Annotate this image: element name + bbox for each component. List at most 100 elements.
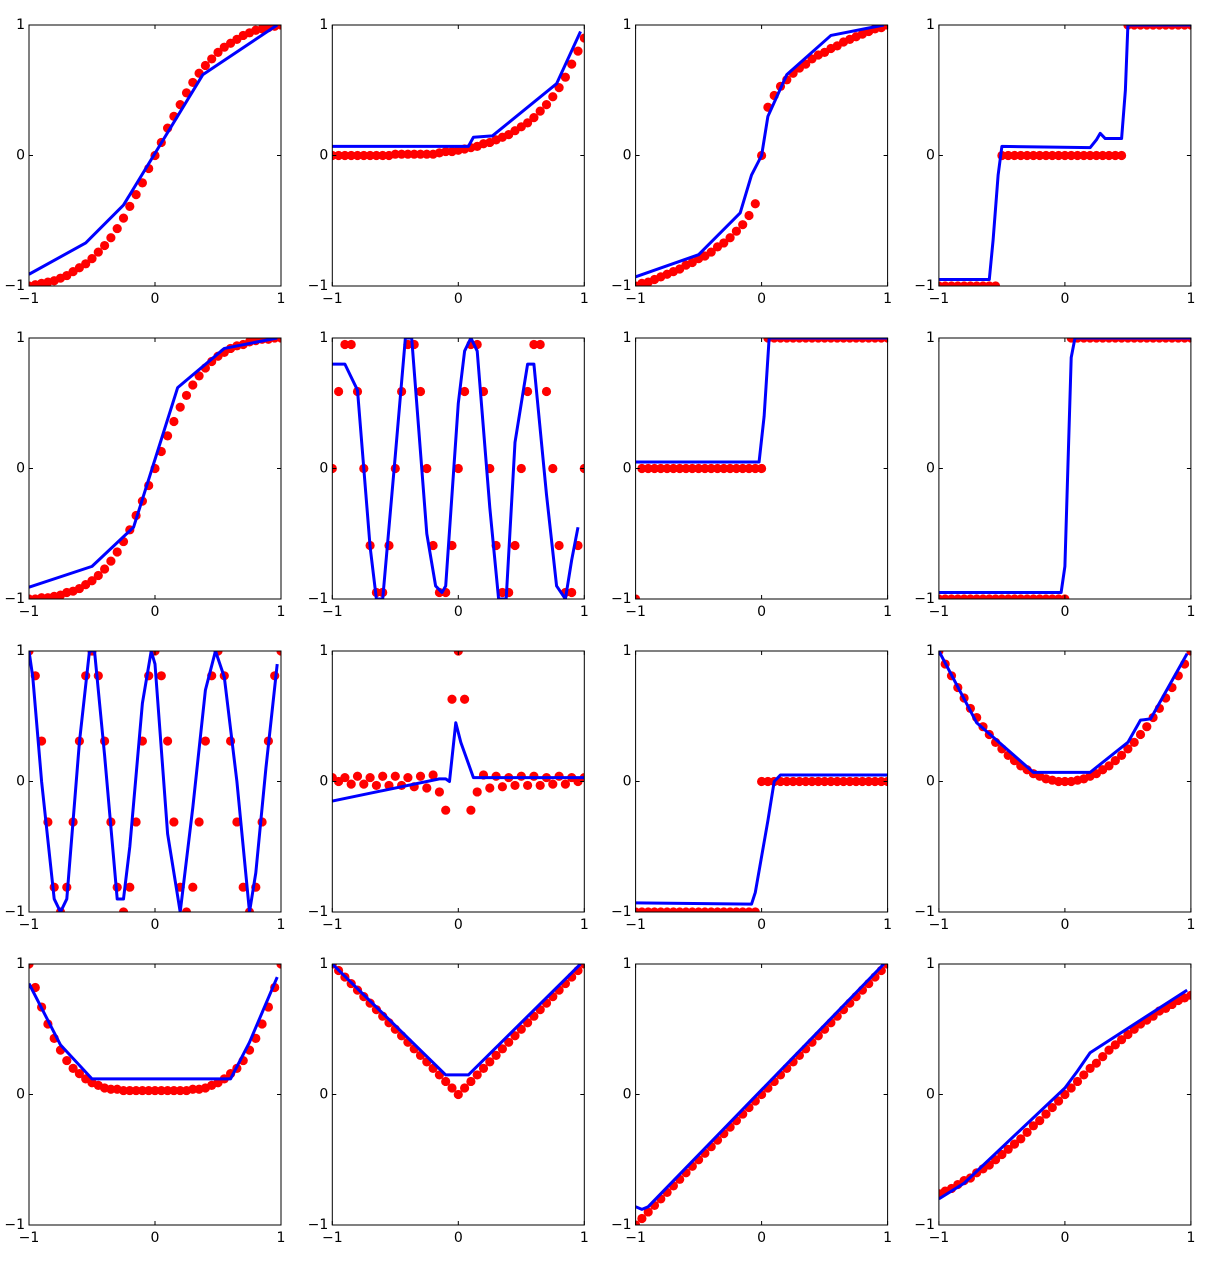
panel: −1 0 1 −1 0 1 (611, 956, 892, 1246)
scatter-point (883, 25, 888, 30)
scatter-point (371, 150, 381, 161)
x-tick-label: −1 (19, 604, 40, 620)
y-tick-label: 0 (319, 461, 328, 477)
y-tick-label: −1 (611, 904, 632, 920)
x-tick-label: 1 (1186, 1230, 1195, 1246)
y-tick-label: 0 (16, 774, 25, 790)
y-tick-label: −1 (4, 1217, 25, 1233)
panel: −1 0 1 −1 0 1 (914, 643, 1195, 933)
x-tick-label: 0 (757, 291, 766, 307)
scatter-point (181, 390, 192, 401)
scatter-point (744, 210, 754, 221)
scatter-point (725, 463, 735, 474)
scatter-point (523, 386, 533, 397)
line (332, 721, 585, 803)
scatter-point (991, 281, 1001, 286)
x-tick-label: 0 (151, 1230, 160, 1246)
scatter-point (100, 240, 110, 251)
scatter-point (1085, 150, 1095, 161)
scatter-point (188, 1084, 198, 1094)
scatter-point (744, 463, 754, 474)
scatter-point (340, 772, 350, 783)
y-tick-label: −1 (914, 591, 935, 607)
y-tick-label: 1 (623, 643, 632, 659)
scatter-point (181, 907, 192, 912)
scatter-point (706, 463, 716, 474)
scatter-point (637, 463, 647, 474)
y-tick-label: 1 (16, 330, 25, 346)
panel: −1 0 1 −1 0 1 (308, 330, 589, 620)
scatter-point (1035, 1116, 1045, 1126)
scatter-point (478, 1063, 489, 1073)
y-tick-label: −1 (308, 591, 329, 607)
scatter-point (340, 339, 350, 350)
scatter-point (864, 776, 874, 787)
plot-area (635, 25, 888, 286)
scatter-point (485, 783, 495, 793)
x-tick-label: −1 (929, 291, 950, 307)
y-tick-label: −1 (308, 278, 329, 294)
scatter-point (371, 780, 381, 791)
scatter-point (175, 1085, 185, 1096)
scatter-point (757, 463, 767, 474)
panel: −1 0 1 −1 0 1 (4, 330, 285, 620)
scatter-point (491, 1050, 501, 1060)
scatter-point (1041, 1109, 1051, 1119)
scatter-point (106, 233, 116, 243)
y-tick-label: −1 (308, 1217, 329, 1233)
scatter-point (365, 772, 375, 783)
scatter-point (1104, 150, 1114, 161)
scatter-point (1054, 150, 1064, 161)
x-tick-label: 1 (883, 917, 892, 933)
scatter-point (573, 46, 583, 56)
scatter-point (106, 1084, 116, 1094)
scatter-point (725, 233, 735, 243)
x-tick-label: 0 (1060, 291, 1069, 307)
x-tick-label: 1 (277, 604, 286, 620)
x-tick-label: −1 (322, 291, 343, 307)
plot-area (332, 30, 585, 161)
y-tick-label: −1 (4, 904, 25, 920)
scatter-point (567, 587, 577, 598)
y-tick-label: 0 (926, 774, 935, 790)
scatter-point (276, 651, 281, 656)
x-tick-label: 0 (1060, 1230, 1069, 1246)
scatter-point (1072, 1076, 1083, 1087)
scatter-point (352, 771, 363, 781)
scatter-point (378, 150, 388, 161)
scatter-point (1117, 750, 1127, 761)
x-tick-label: 0 (151, 917, 160, 933)
y-tick-label: 0 (319, 774, 328, 790)
y-tick-label: −1 (914, 1217, 935, 1233)
scatter-point (529, 339, 539, 350)
scatter-point (1110, 756, 1120, 766)
scatter-point (668, 463, 679, 474)
y-tick-label: 1 (623, 330, 632, 346)
scatter-point (403, 772, 413, 783)
scatter-point (422, 149, 432, 159)
scatter-point (200, 60, 210, 71)
scatter-point (188, 882, 198, 892)
scatter-point (340, 150, 350, 161)
scatter-point (851, 776, 861, 787)
x-tick-label: 0 (454, 917, 463, 933)
scatter-point (1117, 1035, 1127, 1045)
scatter-point (857, 776, 868, 787)
scatter-point (1104, 761, 1114, 771)
x-tick-label: 1 (277, 917, 286, 933)
scatter-point (169, 416, 179, 427)
scatter-point (719, 238, 729, 248)
y-tick-label: 0 (926, 148, 935, 164)
y-tick-label: 1 (319, 17, 328, 33)
scatter-point (453, 463, 463, 474)
scatter-point (378, 771, 388, 781)
line (938, 25, 1191, 281)
x-tick-label: −1 (929, 604, 950, 620)
y-tick-label: 0 (16, 461, 25, 477)
scatter-point (738, 220, 748, 230)
scatter-point (334, 150, 344, 161)
scatter-point (422, 463, 432, 474)
plot-area (29, 964, 281, 1096)
scatter-point (820, 776, 830, 787)
x-tick-label: 0 (151, 291, 160, 307)
